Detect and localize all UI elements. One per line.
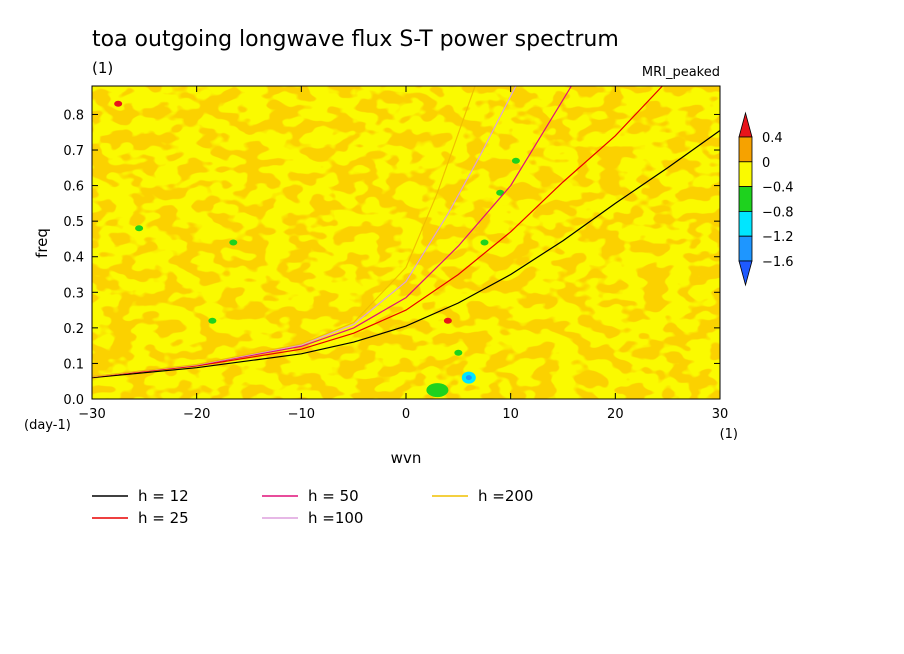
- title-units: (1): [92, 59, 113, 77]
- anomaly-layer: [114, 100, 520, 398]
- subtitle-right: MRI_peaked: [642, 65, 720, 80]
- y-tick-label: 0.7: [63, 144, 84, 159]
- x-tick-label: −30: [78, 407, 105, 422]
- legend-label: h = 25: [138, 509, 189, 527]
- anomaly-spot: [465, 375, 472, 381]
- y-units-label: (day-1): [24, 418, 71, 433]
- x-tick-label: 30: [712, 407, 729, 422]
- y-tick-label: 0.1: [63, 357, 84, 372]
- y-tick-label: 0.8: [63, 108, 84, 123]
- colorbar-label: −1.6: [762, 255, 794, 270]
- x-axis: −30 −20 −10 0 10 20 30: [78, 86, 728, 422]
- x-tick-label: 10: [502, 407, 519, 422]
- x-axis-label: wvn: [391, 449, 422, 467]
- colorbar-label: 0.4: [762, 131, 783, 146]
- anomaly-spot: [511, 157, 520, 164]
- y-tick-label: 0.2: [63, 322, 84, 337]
- x-units-label: (1): [720, 427, 738, 442]
- anomaly-spot: [208, 317, 217, 324]
- y-tick-label: 0.4: [63, 251, 84, 266]
- colorbar-segment: [738, 161, 753, 188]
- colorbar-segment: [738, 210, 753, 237]
- dispersion-curve: [92, 86, 663, 378]
- anomaly-spot: [454, 349, 463, 356]
- colorbar-segment: [738, 235, 753, 262]
- plot-area: [92, 86, 720, 399]
- anomaly-spot: [480, 239, 489, 246]
- legend-label: h =100: [308, 509, 363, 527]
- colorbar-segment: [738, 136, 753, 163]
- legend: h = 12 h = 25 h = 50 h =100 h =200: [92, 487, 533, 527]
- legend-label: h = 50: [308, 487, 359, 505]
- colorbar: 0.4 0 −0.4 −0.8 −1.2 −1.6: [738, 111, 794, 287]
- anomaly-spot: [426, 383, 449, 398]
- legend-label: h = 12: [138, 487, 189, 505]
- anomaly-spot: [114, 100, 123, 107]
- colorbar-label: −0.8: [762, 205, 794, 220]
- colorbar-label: 0: [762, 156, 770, 171]
- colorbar-segment: [738, 186, 753, 212]
- dispersion-curve: [92, 130, 720, 379]
- anomaly-spot: [496, 189, 505, 196]
- chart-title: toa outgoing longwave flux S-T power spe…: [92, 27, 619, 52]
- dispersion-curve: [92, 86, 476, 378]
- legend-label: h =200: [478, 487, 533, 505]
- orange-contour-field: [92, 86, 720, 399]
- dispersion-curves: [92, 86, 720, 379]
- y-tick-label: 0.5: [63, 215, 84, 230]
- x-tick-label: −10: [288, 407, 315, 422]
- y-tick-label: 0.3: [63, 286, 84, 301]
- y-axis: 0.0 0.1 0.2 0.3 0.4 0.5 0.6 0.7 0.8: [63, 108, 720, 408]
- y-axis-label: freq: [33, 228, 51, 258]
- y-tick-label: 0.6: [63, 180, 84, 195]
- colorbar-label: −1.2: [762, 230, 794, 245]
- colorbar-arrow-top: [738, 111, 753, 138]
- colorbar-arrow-bottom: [738, 260, 753, 287]
- anomaly-spot: [229, 239, 238, 246]
- x-tick-label: 20: [607, 407, 624, 422]
- x-tick-label: −20: [183, 407, 210, 422]
- colorbar-label: −0.4: [762, 181, 794, 196]
- y-tick-label: 0.0: [63, 393, 84, 408]
- anomaly-spot: [443, 317, 452, 324]
- x-tick-label: 0: [402, 407, 410, 422]
- anomaly-spot: [135, 225, 144, 232]
